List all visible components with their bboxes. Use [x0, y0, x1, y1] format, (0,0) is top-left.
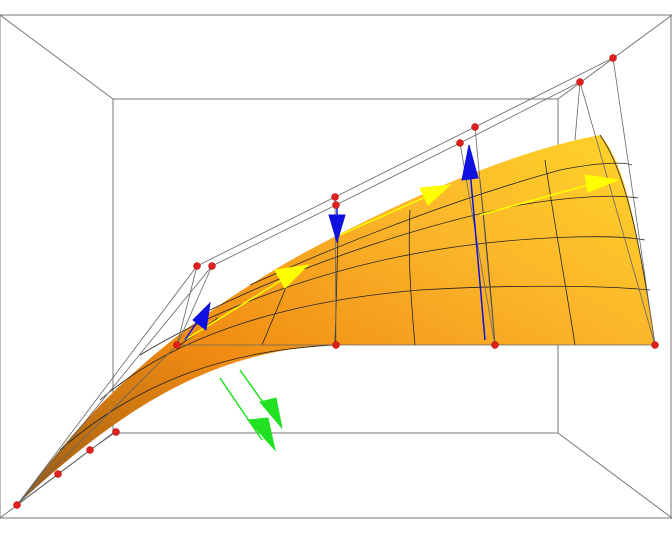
yellow-arrows	[184, 174, 620, 341]
control-points	[13, 54, 659, 509]
blue-arrows	[184, 144, 486, 341]
green-arrows	[219, 369, 283, 452]
